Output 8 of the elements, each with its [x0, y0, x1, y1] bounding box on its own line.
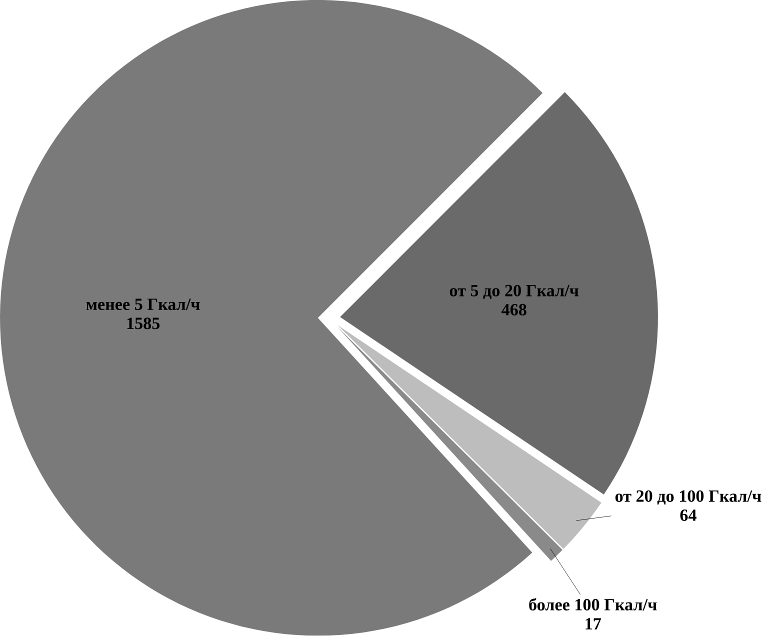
slice-label: менее 5 Гкал/ч: [86, 298, 200, 310]
data-label: 17: [586, 618, 601, 630]
slice-label: от 20 до 100 Гкал/ч: [615, 490, 762, 505]
data-label: 64: [680, 510, 696, 522]
data-label: 1585: [127, 318, 160, 330]
slice-label: от 5 до 20 Гкал/ч: [450, 284, 579, 300]
data-label: 468: [502, 304, 526, 316]
slice-label: более 100 Гкал/ч: [529, 598, 657, 611]
